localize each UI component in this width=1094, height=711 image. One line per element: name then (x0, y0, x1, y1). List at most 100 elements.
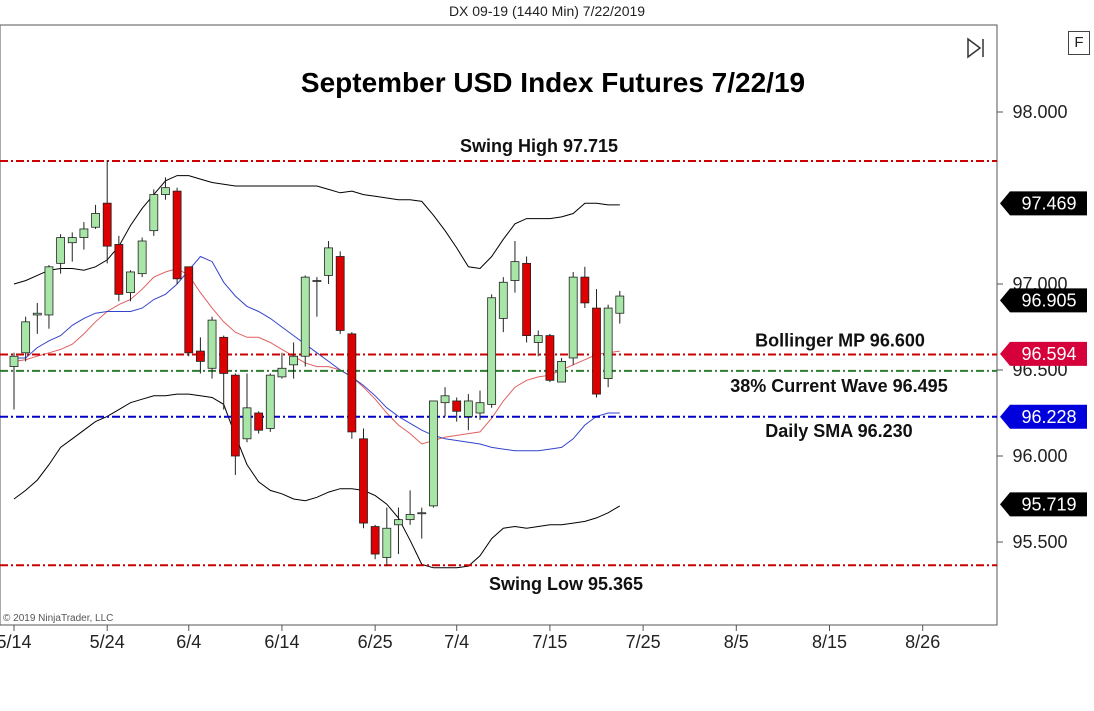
horizontal-levels (0, 160, 997, 567)
candle (79, 222, 89, 250)
candle-body (242, 407, 252, 440)
candle-body (428, 400, 438, 507)
candle-body (172, 190, 182, 280)
candle (21, 316, 31, 362)
candle (428, 400, 438, 508)
level-label: 38% Current Wave 96.495 (730, 376, 947, 396)
candle-body (9, 355, 19, 367)
candle-body (545, 335, 555, 381)
x-tick-label: 6/25 (358, 632, 393, 652)
candle-body (592, 307, 601, 395)
candle-body (405, 514, 415, 521)
candle-body (184, 266, 194, 354)
x-tick-label: 5/24 (90, 632, 125, 652)
candle-body (475, 402, 485, 414)
price-badge-bg (1000, 492, 1087, 517)
candle (114, 235, 124, 302)
candle-body (359, 438, 368, 524)
candle (207, 316, 217, 379)
x-tick-label: 8/15 (812, 632, 847, 652)
bollinger-mid-line (13, 267, 620, 445)
level-annotations: Swing High 97.715 Bollinger MP 96.600 38% … (460, 136, 948, 594)
candle (9, 352, 19, 410)
candle-body (382, 527, 392, 558)
candle-body (533, 335, 543, 343)
y-tick-label: 96.000 (1012, 446, 1067, 466)
scroll-end-icon (967, 37, 984, 59)
candle (137, 237, 147, 278)
candle (289, 342, 299, 379)
candle (172, 187, 182, 284)
candle (452, 397, 462, 422)
candle-body (44, 266, 54, 316)
candle-body (32, 312, 42, 316)
candle (312, 277, 322, 317)
candle-body (56, 237, 65, 264)
candle (370, 524, 380, 560)
candle (335, 251, 345, 334)
candle-body (568, 276, 578, 359)
price-badge-bg (1000, 404, 1087, 429)
x-tick-label: 8/26 (905, 632, 940, 652)
level-label: Daily SMA 96.230 (765, 421, 912, 441)
candle (67, 232, 77, 262)
x-tick-label: 6/4 (176, 632, 201, 652)
candle (580, 266, 590, 309)
candle-body (452, 400, 462, 412)
price-badge-bg (1000, 341, 1087, 366)
price-badge-text: 96.228 (1021, 407, 1076, 427)
window-title: DX 09-19 (1440 Min) 7/22/2019 (448, 3, 646, 19)
candle (126, 270, 135, 302)
candle (533, 330, 543, 357)
candle-body (394, 519, 403, 526)
chart-title: September USD Index Futures 7/22/19 (301, 67, 805, 98)
candle-body (207, 319, 217, 369)
candle (417, 507, 427, 539)
price-badges: 97.469 96.905 96.594 96.228 95.719 (1000, 191, 1087, 517)
scroll-to-end-button[interactable] (962, 37, 990, 59)
candle (254, 411, 264, 434)
candle-body (603, 307, 613, 379)
candle-body (79, 228, 89, 238)
x-tick-label: 7/4 (444, 632, 469, 652)
candle (440, 387, 450, 417)
x-tick-label: 5/14 (0, 632, 32, 652)
candle-body (149, 194, 159, 232)
candle-body (335, 256, 345, 331)
candle (498, 277, 508, 333)
candle-body (137, 240, 147, 275)
price-badge: 96.228 (1000, 404, 1087, 429)
candle (277, 352, 287, 379)
price-badge: 97.469 (1000, 191, 1087, 216)
candle-body (370, 526, 380, 555)
candle-body (324, 247, 333, 276)
candle-body (463, 400, 473, 417)
candle (242, 373, 252, 443)
x-tick-label: 7/15 (532, 632, 567, 652)
candle (44, 265, 54, 329)
candle (230, 373, 240, 475)
candle (545, 333, 555, 383)
candle (149, 189, 159, 236)
candle (603, 304, 613, 388)
candle (522, 256, 531, 343)
candle-body (195, 350, 205, 362)
level-label: Swing High 97.715 (460, 136, 618, 156)
y-tick-label: 98.000 (1012, 102, 1067, 122)
candle (615, 290, 625, 324)
candle-body (219, 336, 229, 374)
candle (91, 204, 100, 229)
candle (463, 394, 473, 431)
bollinger-lower-line (13, 393, 621, 569)
candle (568, 271, 578, 365)
candle-body (126, 271, 135, 293)
price-badge-text: 95.719 (1021, 494, 1076, 514)
f-button[interactable]: F (1068, 31, 1090, 55)
candle (359, 428, 368, 529)
y-tick-label: 95.500 (1012, 532, 1067, 552)
candle (592, 289, 601, 398)
x-tick-label: 7/25 (626, 632, 661, 652)
candle-body (487, 297, 497, 405)
